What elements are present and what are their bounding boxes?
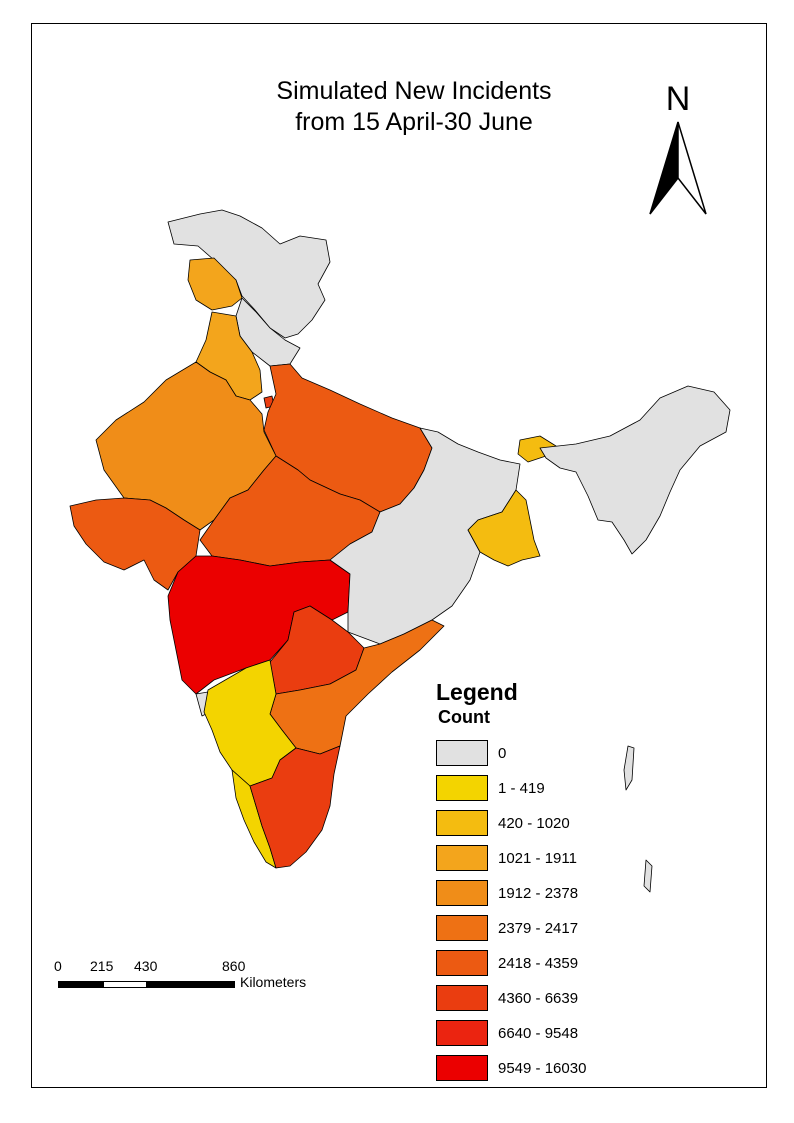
legend-item: 4360 - 6639 <box>436 985 578 1011</box>
title-line-1: Simulated New Incidents <box>276 77 552 105</box>
legend-swatch <box>436 1055 488 1081</box>
legend-item: 1021 - 1911 <box>436 845 577 871</box>
legend-label: 4360 - 6639 <box>498 989 579 1007</box>
legend-label: 9549 - 16030 <box>498 1059 587 1077</box>
scale-tick: 860 <box>222 958 246 974</box>
legend-label: 6640 - 9548 <box>498 1024 579 1042</box>
region-rajasthan <box>95 361 277 531</box>
legend-swatch <box>436 810 488 836</box>
legend-item: 1912 - 2378 <box>436 880 578 906</box>
scale-tick: 430 <box>134 958 158 974</box>
legend-swatch <box>436 775 488 801</box>
region-andaman <box>623 745 635 791</box>
title-line-2: from 15 April-30 June <box>295 108 533 136</box>
region-west-bengal <box>467 489 541 567</box>
legend-label: 0 <box>498 744 507 762</box>
legend-item: 9549 - 16030 <box>436 1055 586 1081</box>
legend-label: 2418 - 4359 <box>498 954 579 972</box>
legend-swatch <box>436 1020 488 1046</box>
legend-swatch <box>436 740 488 766</box>
map-title: Simulated New Incidents from 15 April-30… <box>214 76 614 138</box>
region-nicobar <box>643 859 653 893</box>
north-arrow: N <box>644 82 712 218</box>
legend-subtitle: Count <box>438 707 490 727</box>
scale-tick: 215 <box>90 958 114 974</box>
legend-label: 1021 - 1911 <box>498 849 577 867</box>
region-tamil-nadu <box>249 745 341 869</box>
legend-item: 1 - 419 <box>436 775 545 801</box>
scale-bar: 0 215 430 860 Kilometers <box>50 958 350 998</box>
legend-label: 1912 - 2378 <box>498 884 579 902</box>
scale-segment <box>58 981 103 988</box>
region-northeast <box>539 385 731 555</box>
region-himachal <box>187 257 243 311</box>
north-arrow-icon <box>649 121 707 215</box>
north-letter: N <box>665 80 691 118</box>
map-legend: Legend Count 0 1 - 419 420 - 1020 1021 - 19… <box>436 678 686 1081</box>
legend-item: 2379 - 2417 <box>436 915 578 941</box>
legend-label: 1 - 419 <box>498 779 545 797</box>
legend-swatch <box>436 915 488 941</box>
legend-item: 6640 - 9548 <box>436 1020 578 1046</box>
legend-swatch <box>436 985 488 1011</box>
legend-label: 420 - 1020 <box>498 814 570 832</box>
legend-swatch <box>436 880 488 906</box>
legend-swatch <box>436 845 488 871</box>
legend-item: 2418 - 4359 <box>436 950 578 976</box>
scale-unit: Kilometers <box>240 974 307 990</box>
legend-item: 0 <box>436 740 506 766</box>
map-frame <box>31 23 767 1088</box>
legend-label: 2379 - 2417 <box>498 919 579 937</box>
scale-tick: 0 <box>54 958 62 974</box>
scale-segment <box>147 981 235 988</box>
legend-swatch <box>436 950 488 976</box>
legend-item: 420 - 1020 <box>436 810 570 836</box>
scale-segment <box>103 981 147 988</box>
legend-title: Legend <box>436 679 518 705</box>
